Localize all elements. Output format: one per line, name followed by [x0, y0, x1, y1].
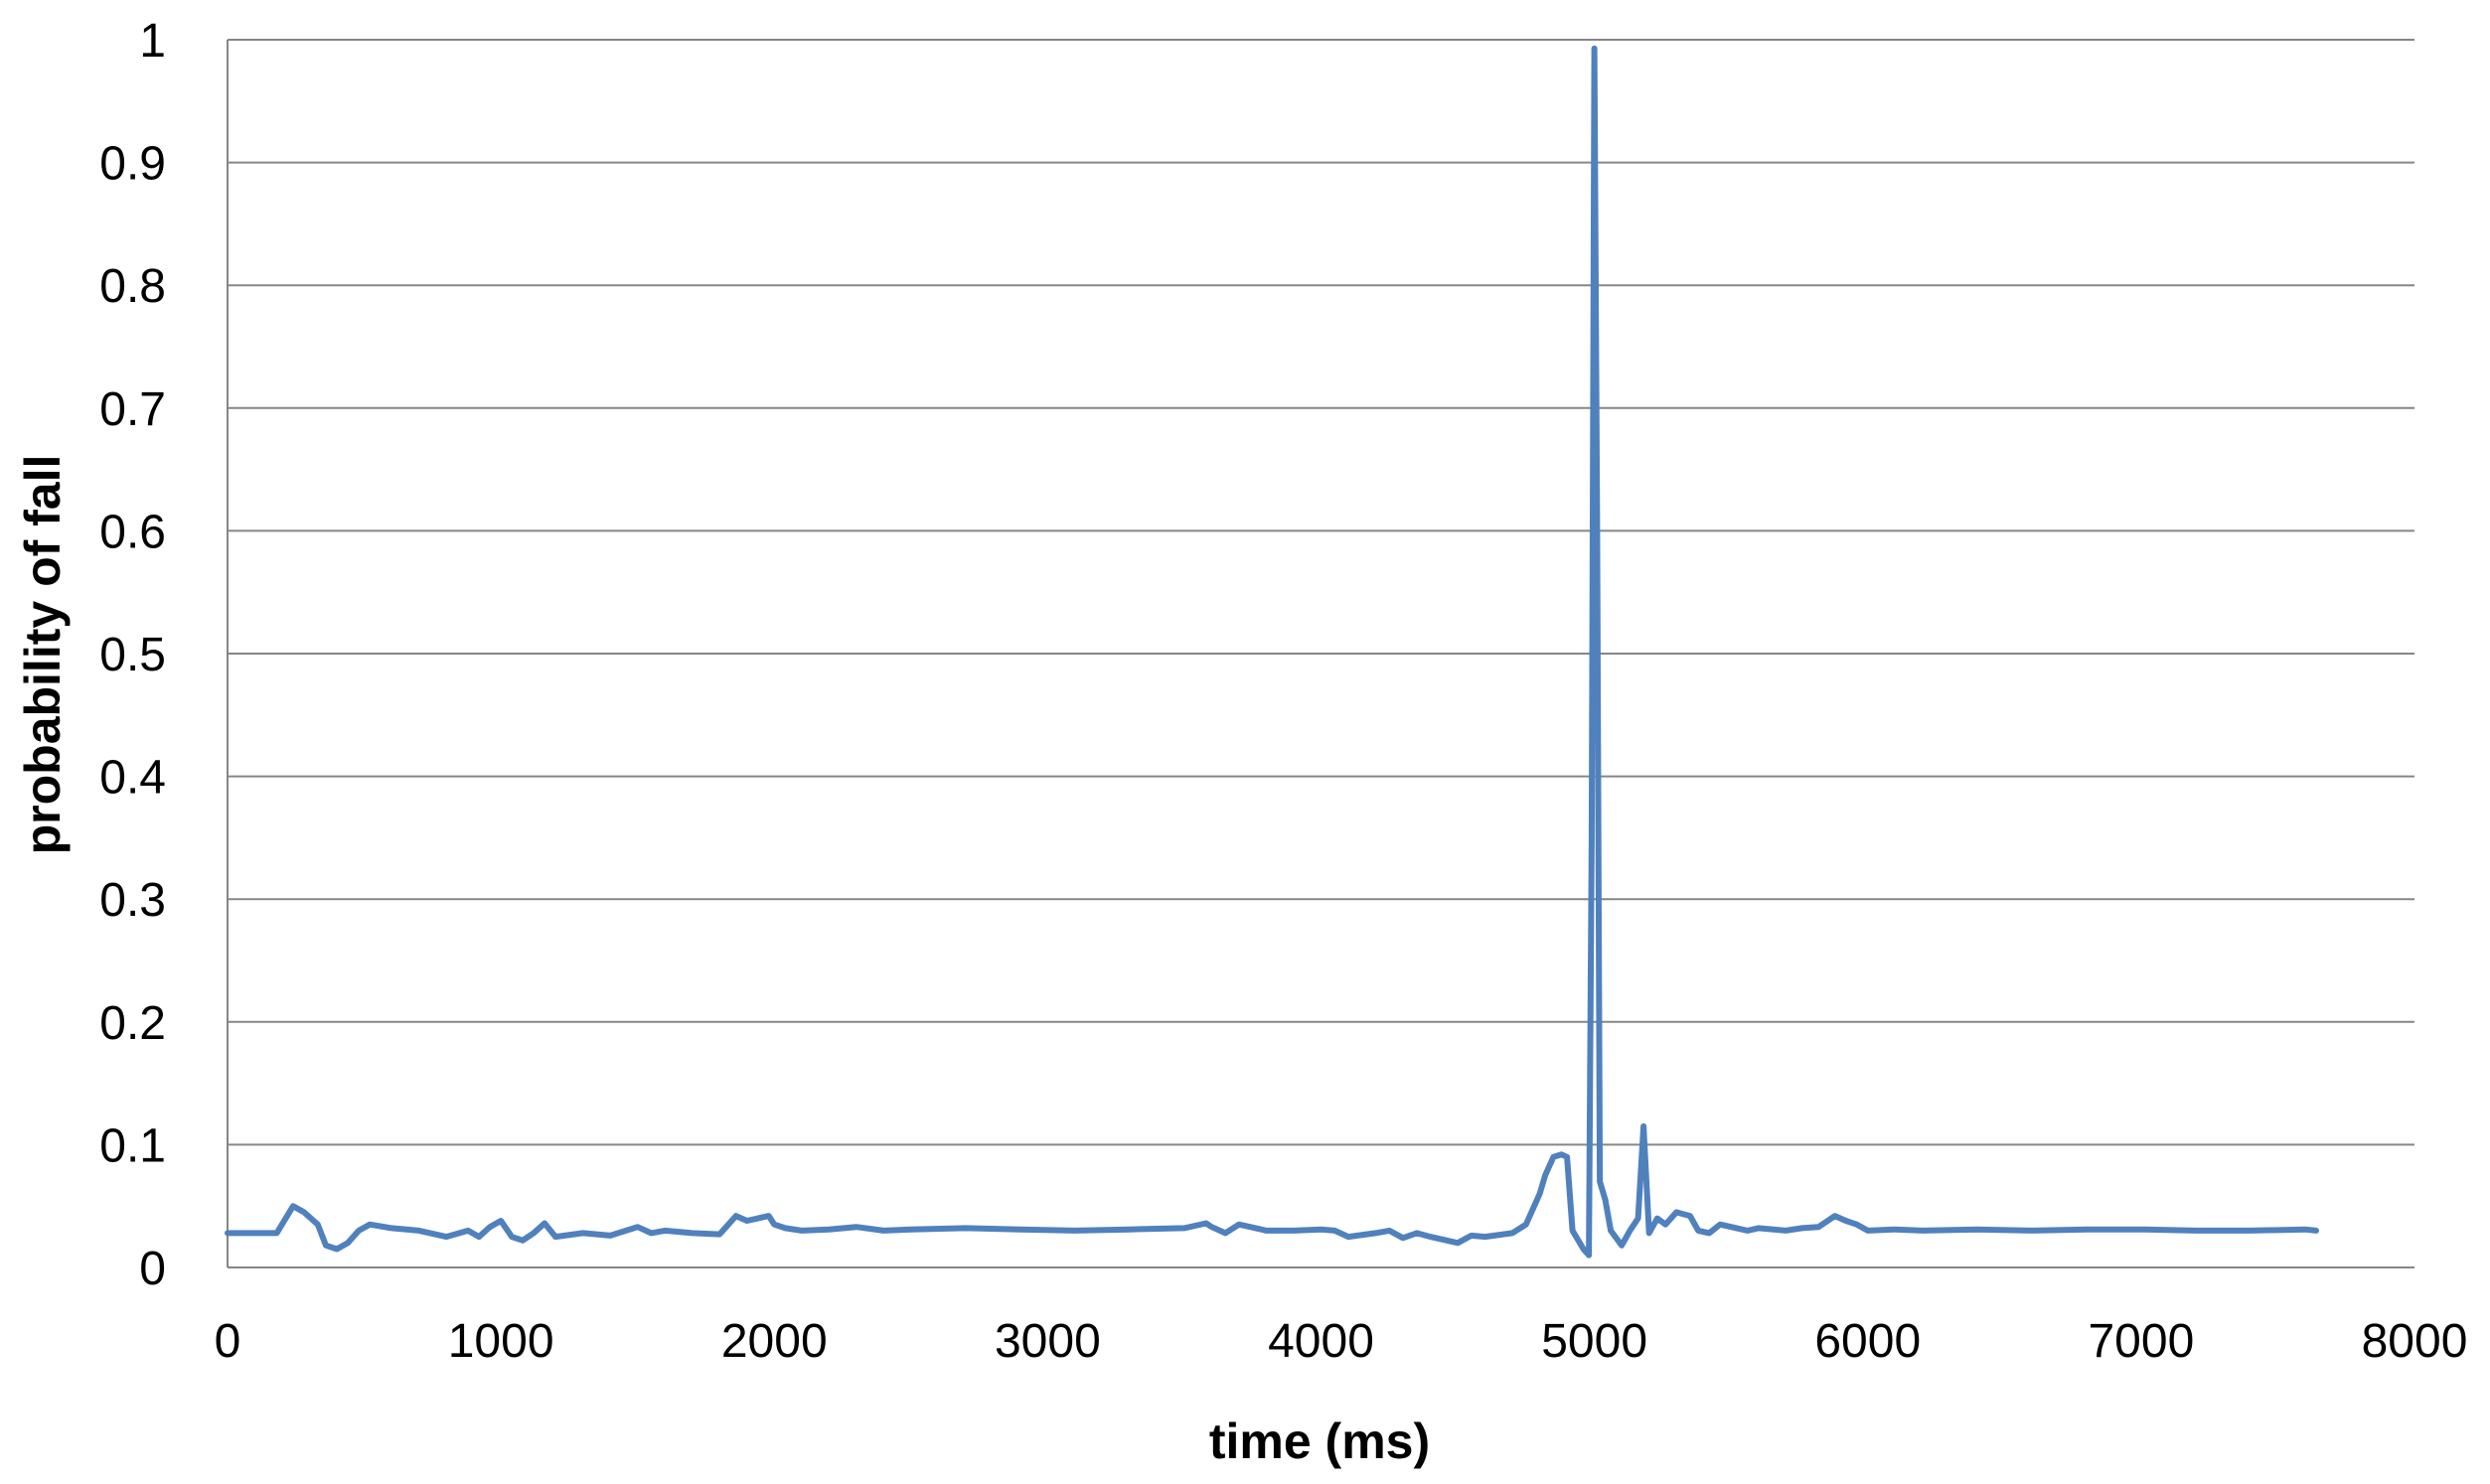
y-tick-label-8: 0.8: [99, 260, 166, 313]
y-tick-label-4: 0.4: [99, 752, 166, 805]
x-tick-label-4: 4000: [1268, 1315, 1374, 1368]
y-tick-label-5: 0.5: [99, 629, 166, 681]
x-tick-label-2: 2000: [721, 1315, 828, 1368]
axes: [227, 40, 2414, 1268]
y-tick-label-2: 0.2: [99, 997, 166, 1050]
x-tick-labels: 0 1000 2000 3000 4000 5000 6000 7000 8000: [215, 1315, 2468, 1368]
x-axis-title: time (ms): [1209, 1413, 1430, 1469]
series-line-0: [225, 45, 2319, 1259]
x-tick-label-0: 0: [215, 1315, 241, 1368]
y-tick-label-10: 1: [139, 15, 166, 68]
x-tick-label-6: 6000: [1814, 1315, 1921, 1368]
y-tick-label-6: 0.6: [99, 506, 166, 558]
x-tick-label-3: 3000: [995, 1315, 1101, 1368]
y-tick-label-0: 0: [139, 1243, 166, 1295]
y-tick-label-3: 0.3: [99, 874, 166, 927]
x-tick-label-1: 1000: [448, 1315, 554, 1368]
y-tick-label-1: 0.1: [99, 1119, 166, 1172]
x-tick-label-7: 7000: [2088, 1315, 2194, 1368]
gridlines: [228, 39, 2414, 1146]
y-tick-label-9: 0.9: [99, 138, 166, 191]
series-layer: [225, 45, 2319, 1259]
y-tick-label-7: 0.7: [99, 383, 166, 436]
x-tick-label-5: 5000: [1541, 1315, 1647, 1368]
y-tick-labels: 0 0.1 0.2 0.3 0.4 0.5 0.6 0.7 0.8 0.9 1: [99, 15, 166, 1295]
y-axis-title: probability of fall: [15, 455, 71, 855]
x-tick-label-8: 8000: [2362, 1315, 2468, 1368]
